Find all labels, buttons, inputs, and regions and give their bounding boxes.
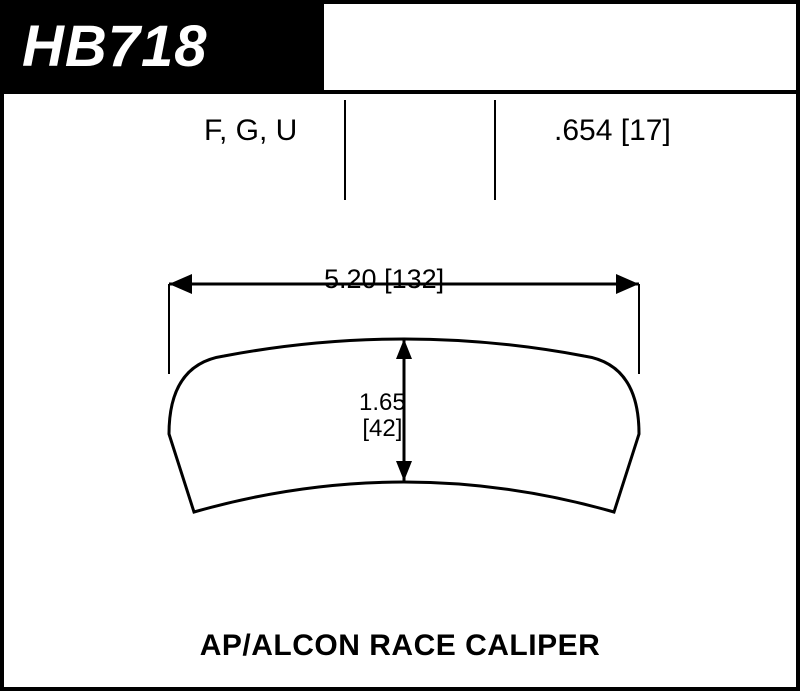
header-rule	[4, 90, 796, 94]
separator-line	[344, 100, 346, 200]
height-mm: 42	[369, 415, 396, 442]
part-number-header: HB718	[4, 4, 324, 90]
separator-line	[494, 100, 496, 200]
compound-codes: F, G, U	[204, 114, 297, 148]
thickness-inches: .654	[554, 114, 612, 147]
width-dimension-label: 5.20 [132]	[324, 264, 444, 295]
pad-thickness: .654 [17]	[554, 114, 671, 148]
width-mm: 132	[392, 264, 437, 294]
spec-sheet: HB718 F, G, U .654 [17] 5.20 [132]	[0, 0, 800, 691]
width-inches: 5.20	[324, 264, 377, 294]
height-dimension-label: 1.65 [42]	[359, 390, 406, 443]
caliper-caption: AP/ALCON RACE CALIPER	[4, 629, 796, 663]
thickness-mm: 17	[629, 114, 662, 147]
height-inches: 1.65	[359, 389, 406, 416]
part-number: HB718	[22, 14, 208, 79]
